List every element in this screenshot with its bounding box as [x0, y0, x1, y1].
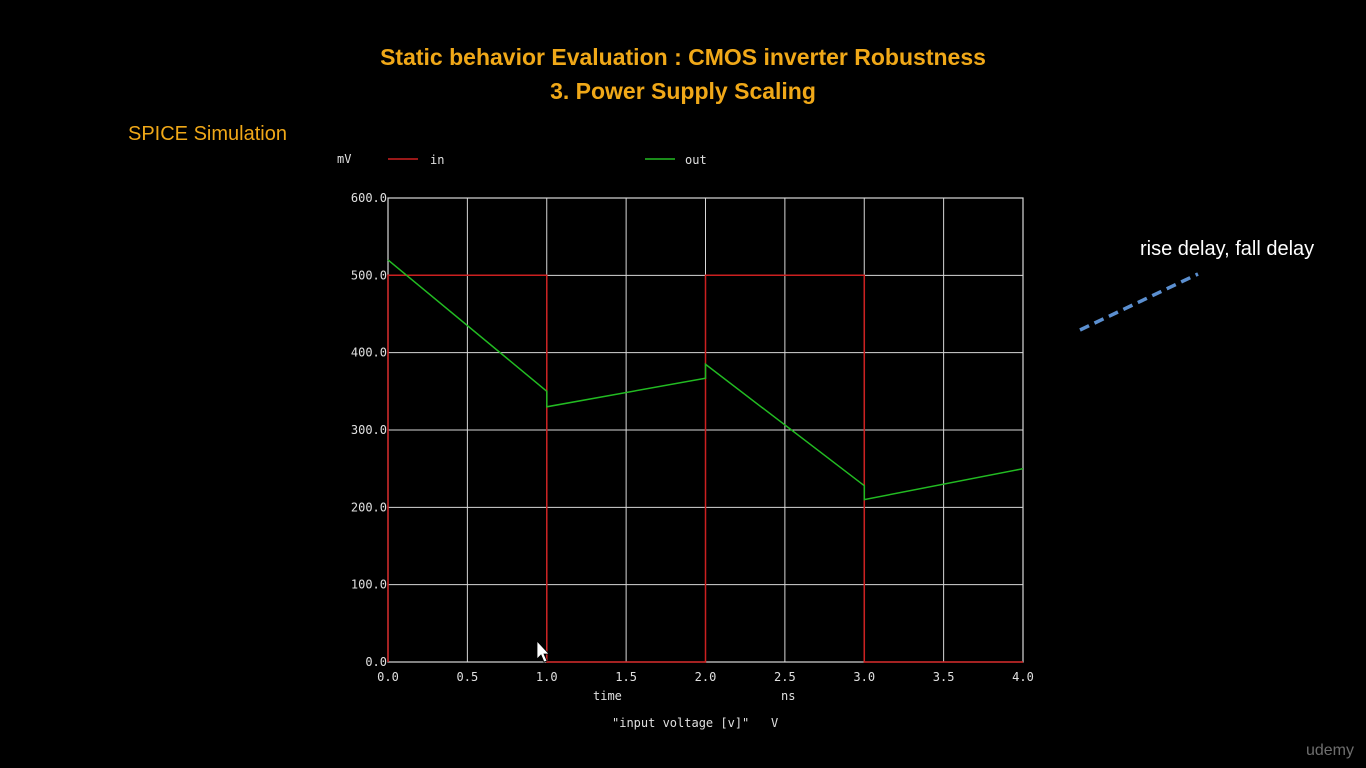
x-tick-label: 2.5 [774, 670, 796, 684]
series [387, 259, 1024, 663]
x-axis-unit: ns [781, 689, 795, 703]
y-tick-label: 0.0 [365, 655, 387, 669]
slide-title-line-1: Static behavior Evaluation : CMOS invert… [380, 44, 986, 70]
section-label: SPICE Simulation [128, 123, 287, 145]
x-axis-label: time [593, 689, 622, 703]
legend-in-label: in [430, 153, 444, 167]
annotation-text: rise delay, fall delay [1140, 238, 1315, 260]
y-tick-label: 600.0 [351, 191, 387, 205]
watermark-logo: udemy [1305, 742, 1354, 759]
footer-label: "input voltage [v]" V [612, 716, 778, 730]
mouse-cursor-icon [536, 639, 550, 663]
x-tick-label: 3.0 [853, 670, 875, 684]
x-tick-label: 1.0 [536, 670, 558, 684]
x-tick-label: 0.0 [377, 670, 399, 684]
series-line-in [387, 274, 1023, 663]
x-tick-label: 0.5 [457, 670, 479, 684]
x-tick-label: 4.0 [1012, 670, 1034, 684]
axes: 0.0 0.5 1.0 1.5 2.0 2.5 3.0 3.5 4.0 0.0 100.0 200.0… [351, 191, 1034, 684]
slide-title-line-2: 3. Power Supply Scaling [550, 78, 816, 104]
x-tick-label: 1.5 [615, 670, 637, 684]
y-tick-label: 100.0 [351, 578, 387, 592]
y-tick-label: 400.0 [351, 346, 387, 360]
y-tick-label: 300.0 [351, 423, 387, 437]
series-line-out [387, 259, 1024, 501]
legend-out-label: out [685, 153, 707, 167]
y-tick-label: 200.0 [351, 500, 387, 514]
y-unit-label: mV [337, 152, 351, 166]
y-tick-label: 500.0 [351, 268, 387, 282]
x-tick-label: 3.5 [933, 670, 955, 684]
x-tick-label: 2.0 [695, 670, 717, 684]
annotation-dashed-arrow [1079, 272, 1199, 332]
